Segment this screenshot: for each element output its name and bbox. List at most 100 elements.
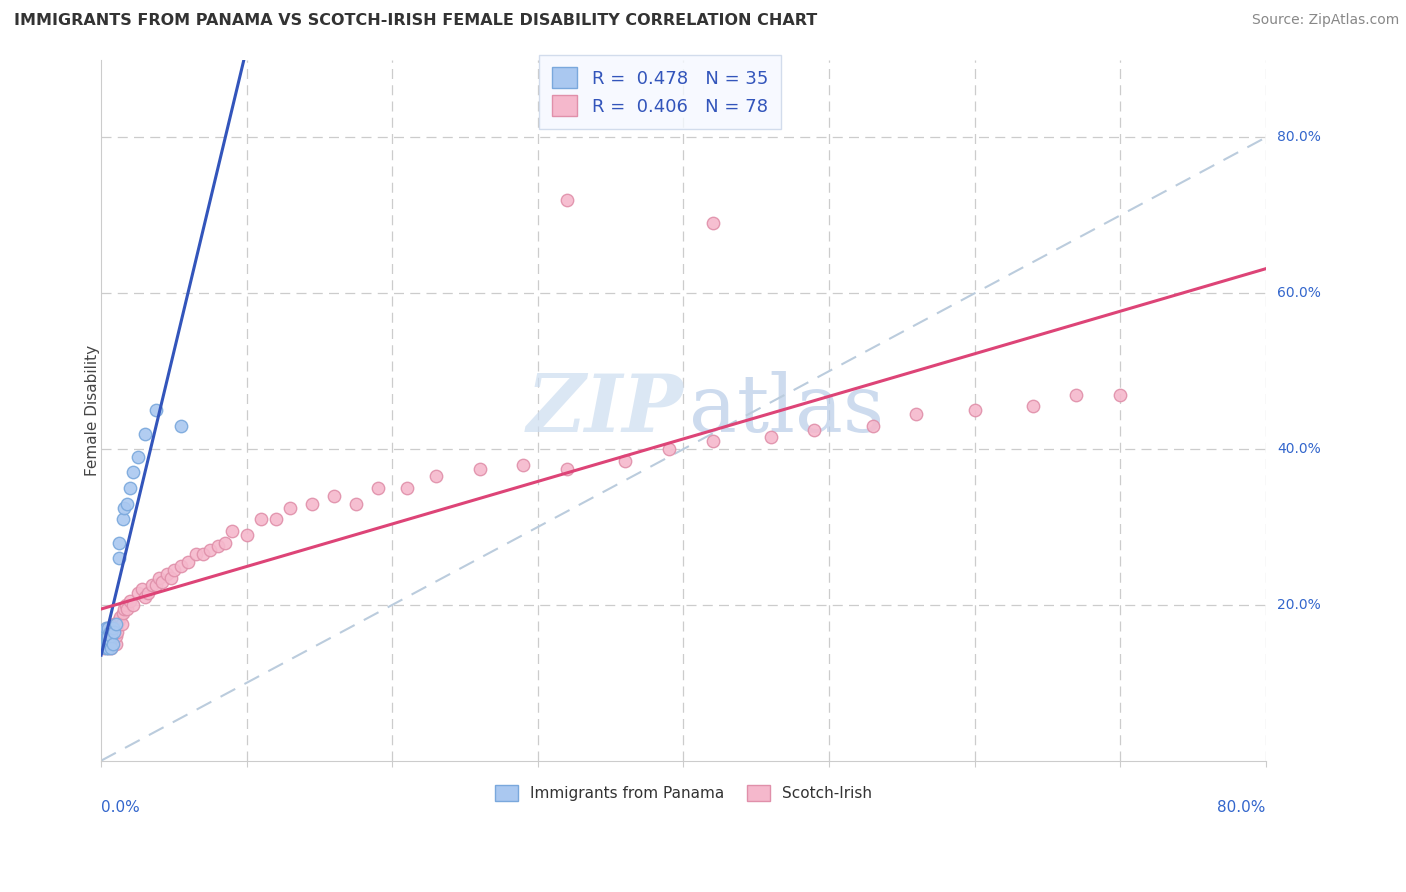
Point	[235, 528, 257, 542]
Point	[555, 193, 578, 207]
Point	[323, 489, 346, 503]
Point	[184, 547, 207, 561]
Point	[117, 601, 139, 615]
Point	[94, 621, 117, 635]
Point	[803, 423, 825, 437]
Point	[1109, 387, 1132, 401]
Point	[97, 625, 120, 640]
Point	[134, 590, 156, 604]
Point	[702, 216, 724, 230]
Text: 40.0%: 40.0%	[1277, 442, 1320, 456]
Point	[127, 450, 149, 464]
Point	[97, 632, 120, 647]
Point	[112, 500, 135, 515]
Point	[98, 625, 121, 640]
Point	[104, 621, 127, 635]
Point	[512, 458, 534, 472]
Point	[91, 632, 114, 647]
Point	[221, 524, 243, 538]
Point	[658, 442, 681, 456]
Point	[100, 629, 122, 643]
Point	[207, 540, 229, 554]
Text: Source: ZipAtlas.com: Source: ZipAtlas.com	[1251, 13, 1399, 28]
Point	[96, 632, 118, 647]
Point	[250, 512, 273, 526]
Point	[170, 418, 193, 433]
Point	[98, 632, 121, 647]
Point	[1066, 387, 1088, 401]
Text: atlas: atlas	[689, 371, 884, 450]
Point	[905, 407, 928, 421]
Point	[156, 566, 179, 581]
Point	[117, 497, 139, 511]
Point	[97, 640, 120, 655]
Point	[91, 632, 114, 647]
Point	[97, 632, 120, 647]
Point	[96, 632, 118, 647]
Point	[177, 555, 200, 569]
Point	[170, 558, 193, 573]
Point	[110, 617, 132, 632]
Point	[468, 461, 491, 475]
Text: 80.0%: 80.0%	[1277, 130, 1320, 145]
Point	[200, 543, 222, 558]
Point	[122, 466, 145, 480]
Point	[1022, 399, 1045, 413]
Point	[120, 594, 142, 608]
Point	[93, 637, 115, 651]
Point	[145, 578, 167, 592]
Point	[105, 617, 128, 632]
Point	[107, 614, 129, 628]
Point	[103, 629, 125, 643]
Point	[98, 629, 121, 643]
Point	[101, 632, 124, 647]
Point	[101, 621, 124, 635]
Point	[163, 563, 186, 577]
Point	[98, 637, 121, 651]
Point	[191, 547, 214, 561]
Point	[214, 535, 236, 549]
Point	[96, 629, 118, 643]
Point	[759, 430, 782, 444]
Point	[160, 571, 183, 585]
Point	[145, 403, 167, 417]
Point	[103, 625, 125, 640]
Point	[120, 481, 142, 495]
Text: 20.0%: 20.0%	[1277, 598, 1320, 612]
Point	[127, 586, 149, 600]
Point	[104, 637, 127, 651]
Point	[111, 606, 134, 620]
Point	[301, 497, 323, 511]
Point	[141, 578, 163, 592]
Point	[101, 621, 124, 635]
Point	[96, 621, 118, 635]
Point	[94, 637, 117, 651]
Point	[97, 629, 120, 643]
Point	[425, 469, 447, 483]
Point	[555, 461, 578, 475]
Text: ZIP: ZIP	[527, 371, 683, 449]
Point	[150, 574, 173, 589]
Legend: Immigrants from Panama, Scotch-Irish: Immigrants from Panama, Scotch-Irish	[486, 778, 880, 809]
Point	[98, 637, 121, 651]
Point	[100, 625, 122, 640]
Point	[136, 586, 159, 600]
Point	[134, 426, 156, 441]
Point	[96, 637, 118, 651]
Point	[101, 637, 124, 651]
Point	[94, 625, 117, 640]
Text: 80.0%: 80.0%	[1218, 799, 1265, 814]
Point	[94, 640, 117, 655]
Point	[93, 640, 115, 655]
Point	[94, 625, 117, 640]
Point	[93, 629, 115, 643]
Point	[264, 512, 287, 526]
Point	[104, 629, 127, 643]
Y-axis label: Female Disability: Female Disability	[86, 344, 100, 475]
Text: 0.0%: 0.0%	[101, 799, 139, 814]
Point	[702, 434, 724, 449]
Point	[100, 640, 122, 655]
Point	[111, 512, 134, 526]
Point	[112, 601, 135, 615]
Point	[94, 632, 117, 647]
